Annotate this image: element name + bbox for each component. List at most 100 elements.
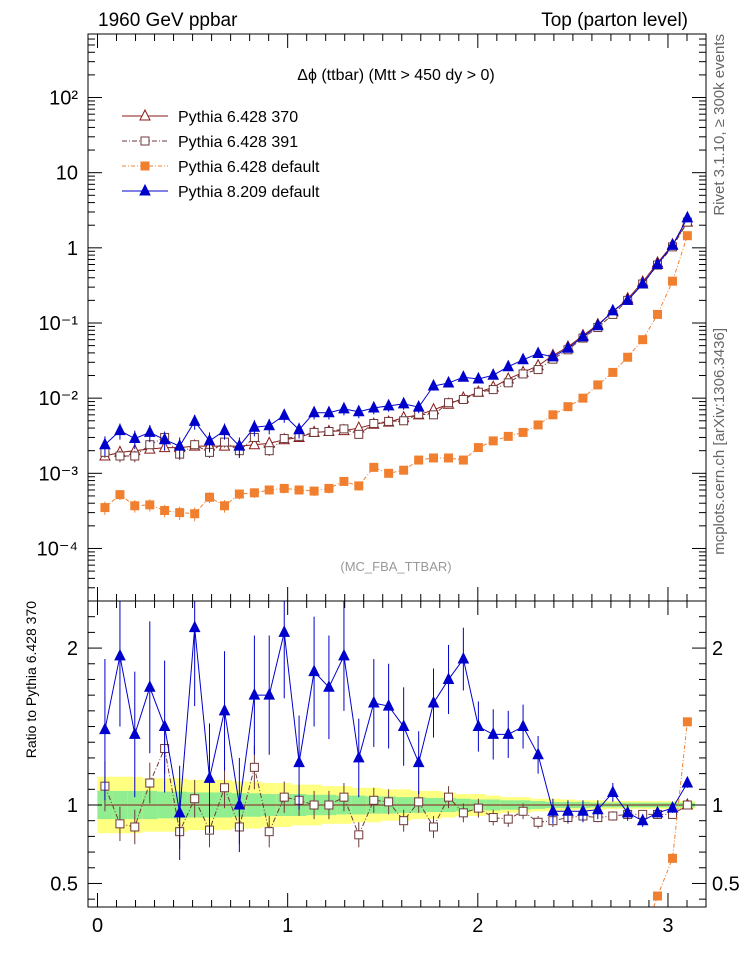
data-point	[427, 378, 440, 391]
data-point	[218, 423, 231, 436]
ratio-point	[457, 651, 470, 664]
data-point	[249, 488, 259, 498]
data-point	[473, 387, 483, 397]
data-point	[233, 439, 246, 451]
data-point	[309, 427, 319, 437]
ratio-point	[173, 805, 186, 818]
y-tick-label: 10⁻¹	[39, 313, 79, 335]
data-point	[458, 455, 468, 465]
ratio-frame	[87, 600, 707, 908]
data-point	[323, 405, 335, 418]
ratio-point	[651, 805, 664, 818]
ratio-point	[115, 819, 125, 829]
ratio-point	[130, 822, 140, 832]
data-point	[458, 394, 468, 404]
ratio-y-tick-label: 0.5	[50, 873, 78, 895]
data-point	[294, 485, 304, 495]
data-point	[578, 393, 588, 403]
data-point	[339, 476, 349, 486]
data-point	[264, 485, 274, 495]
series-line	[104, 221, 688, 457]
main-series-layer	[99, 210, 694, 522]
data-point	[158, 432, 171, 445]
legend-label: Pythia 6.428 370	[178, 109, 298, 126]
ratio-point	[143, 680, 156, 692]
legend-label: Pythia 6.428 391	[178, 134, 298, 151]
ratio-point	[429, 822, 439, 832]
ratio-ylabel: Ratio to Pythia 6.428 370	[23, 601, 39, 758]
ratio-point	[442, 672, 455, 684]
ratio-point	[367, 695, 380, 708]
ratio-y-tick-label-right: 0.5	[712, 873, 740, 895]
ratio-series-pythia-8-209-default	[99, 601, 694, 860]
data-point	[175, 508, 185, 518]
data-point	[293, 422, 305, 435]
legend-marker	[140, 161, 150, 171]
ratio-point	[369, 795, 379, 805]
data-point	[623, 352, 633, 362]
ratio-point	[128, 727, 141, 739]
legend: Pythia 6.428 370 Pythia 6.428 391 Pythia 6…	[122, 108, 320, 201]
ratio-point	[99, 722, 111, 735]
legend-label: Pythia 8.209 default	[178, 184, 320, 201]
ratio-band-layer	[97, 776, 695, 834]
x-tick-label: 0	[92, 915, 103, 937]
ratio-point	[547, 804, 559, 816]
data-point	[99, 437, 111, 450]
ratio-point	[399, 816, 409, 826]
legend-entry-pythia-8-209-default: Pythia 8.209 default	[122, 183, 320, 201]
ratio-point	[248, 688, 261, 700]
ratio-point	[682, 800, 692, 810]
ratio-point	[427, 695, 440, 708]
ratio-point	[249, 762, 259, 772]
data-point	[591, 318, 604, 331]
data-point	[562, 341, 574, 353]
legend-marker	[139, 108, 151, 121]
ratio-point	[323, 680, 335, 692]
x-tick-label: 1	[282, 915, 293, 937]
data-point	[636, 276, 649, 289]
ratio-point	[220, 783, 230, 793]
data-point	[384, 416, 394, 426]
data-point	[130, 451, 140, 461]
ratio-point	[682, 717, 692, 727]
x-tick-label: 3	[662, 915, 673, 937]
data-point	[188, 414, 201, 426]
data-point	[308, 405, 320, 418]
ratio-point	[621, 805, 634, 818]
ratio-point	[608, 811, 618, 821]
data-point	[354, 481, 364, 491]
data-point	[607, 303, 619, 316]
y-tick-label: 10⁻²	[39, 388, 79, 410]
legend-entry-pythia-6-428-default: Pythia 6.428 default	[122, 159, 320, 176]
data-point	[145, 500, 155, 510]
ratio-point	[352, 750, 365, 763]
ratio-point	[668, 853, 678, 863]
data-point	[248, 437, 261, 450]
data-point	[653, 309, 663, 319]
data-point	[517, 352, 529, 365]
ratio-point	[472, 719, 485, 732]
ratio-point	[591, 802, 604, 815]
data-point	[399, 416, 409, 426]
data-point	[442, 375, 455, 388]
data-point	[563, 402, 573, 412]
data-point	[324, 483, 334, 493]
ratio-point	[218, 703, 231, 716]
data-point	[143, 425, 156, 437]
ratio-series-layer	[99, 601, 694, 908]
x-tick-label: 2	[472, 915, 483, 937]
data-point	[279, 483, 289, 493]
data-point	[638, 335, 648, 345]
data-point	[593, 380, 603, 390]
data-point	[248, 420, 261, 432]
legend-marker	[139, 183, 151, 196]
ratio-point	[309, 800, 319, 810]
data-point	[429, 453, 439, 463]
ratio-point	[354, 830, 364, 840]
data-point	[621, 293, 634, 305]
ratio-point	[653, 891, 663, 901]
data-point	[457, 370, 470, 382]
data-point	[367, 400, 380, 413]
data-point	[338, 401, 350, 414]
